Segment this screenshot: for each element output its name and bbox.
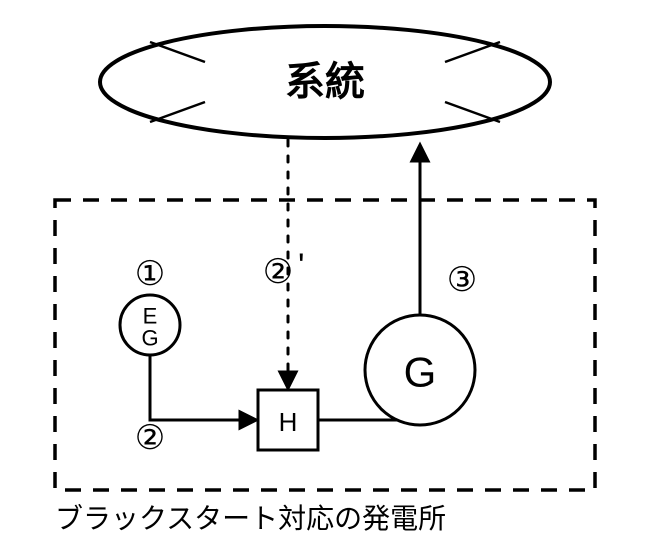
- diagram-caption: ブラックスタート対応の発電所: [55, 503, 446, 534]
- step-label-n3: ③: [447, 261, 477, 299]
- node-h: H: [258, 390, 318, 450]
- node-eg: EG: [120, 295, 180, 355]
- step-label-n2p: ②': [263, 247, 305, 291]
- step-label-n2: ②: [135, 419, 165, 457]
- node-eg-label-bot: G: [141, 326, 158, 351]
- step-label-glyph: ③: [447, 261, 477, 299]
- step-label-prime: ': [298, 247, 305, 285]
- node-g: G: [365, 315, 475, 425]
- step-label-glyph: ②: [135, 419, 165, 457]
- grid-ellipse: 系統: [100, 26, 550, 138]
- step-label-glyph: ①: [135, 255, 165, 293]
- node-h-label: H: [279, 407, 298, 437]
- step-label-glyph: ②: [263, 253, 293, 291]
- grid-label: 系統: [285, 60, 365, 104]
- edge-eg-to-h: [150, 355, 256, 420]
- node-g-label: G: [404, 349, 437, 396]
- step-label-n1: ①: [135, 255, 165, 293]
